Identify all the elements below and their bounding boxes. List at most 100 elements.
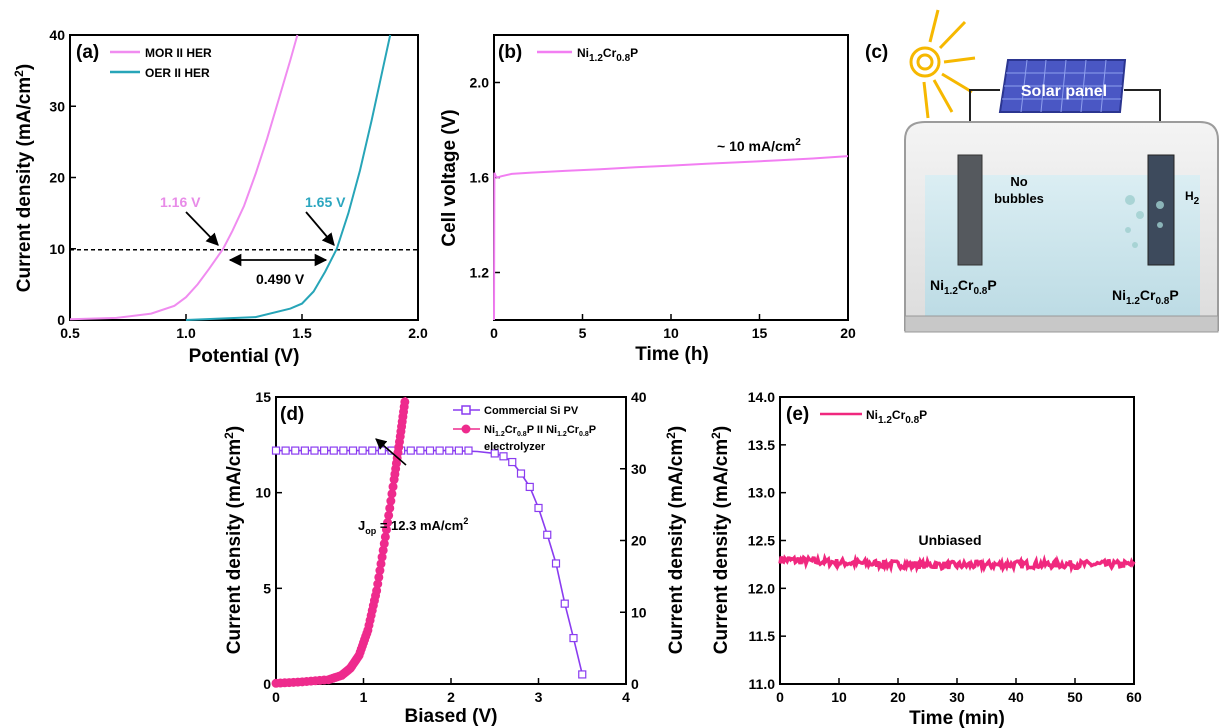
panel-d-legend-electrolyzer-line2: electrolyzer [484, 441, 546, 453]
panel-d-markers-pv [271, 446, 587, 679]
panel-b-frame [493, 34, 849, 321]
b-leg-cr: Cr [603, 46, 617, 60]
panel-b-xtick-label: 0 [490, 325, 498, 341]
b-ann-sup: 2 [795, 137, 801, 148]
pv-point [329, 446, 338, 455]
panel-a-ytick-label: 20 [49, 170, 65, 186]
pv-point [425, 446, 435, 455]
panel-e-ytick-label: 12.5 [748, 533, 775, 549]
c-l-ni: Ni [930, 277, 944, 293]
panel-a-xtick-label: 0.5 [60, 325, 80, 341]
b-leg-s1: 1.2 [589, 53, 603, 64]
panel-a-xtick-label: 1.5 [292, 325, 312, 341]
panel-e-legend: Ni1.2Cr0.8P [866, 408, 927, 426]
tank-base [904, 315, 1219, 333]
panel-b-xtick-label: 10 [663, 325, 679, 341]
e-leg-ni: Ni [866, 408, 878, 422]
e-leg-cr: Cr [892, 408, 906, 422]
panel-d-label: (d) [280, 404, 304, 425]
panel-e: 0 10 20 30 40 50 60 11.0 11.5 12.0 12.5 13.0 13.5 14.… [709, 389, 1142, 728]
pv-point [445, 446, 454, 455]
panel-b-line [493, 155, 849, 321]
electrolyzer-point [387, 489, 397, 499]
pv-point [339, 446, 348, 455]
panel-d-legend-electrolyzer: Ni1.2Cr0.8P II Ni1.2Cr0.8P [484, 424, 596, 438]
c-l-s1: 1.2 [944, 286, 958, 297]
panel-d-xtick-label: 3 [535, 689, 543, 705]
panel-a-arrow-mor [185, 211, 219, 246]
pv-point [490, 449, 499, 458]
e-yl-text: Current density (mA/cm [711, 439, 732, 654]
panel-b-xtick-label: 5 [579, 325, 587, 341]
d-yl-sup: 2 [222, 432, 236, 439]
electrolyzer-point [385, 503, 395, 513]
panel-d-xtick-label: 0 [272, 689, 280, 705]
panel-d-xlabel: Biased (V) [405, 706, 498, 727]
right-electrode-label: Ni1.2Cr0.8P [1112, 287, 1179, 307]
panel-d-arrow [375, 438, 407, 466]
hydrogen-bubbles [1125, 195, 1164, 248]
panel-d-legend-marker-pv [461, 405, 471, 415]
c-l-cr: Cr [958, 277, 974, 293]
pv-point [525, 482, 534, 492]
c-l-p: P [987, 277, 996, 293]
d-ann-sup: 2 [463, 516, 468, 526]
panel-d-ytick-right-label: 30 [631, 461, 647, 477]
panel-a-ytick-label: 0 [57, 312, 65, 328]
d-l-s1: 1.2 [495, 431, 505, 438]
left-electrode-label: Ni1.2Cr0.8P [930, 277, 997, 297]
panel-e-ylabel: Current density (mA/cm2) [709, 426, 732, 654]
panel-c-schematic: (c) Solar panel [865, 9, 1219, 333]
pv-point [291, 446, 300, 455]
panel-a-annotation-gap: 0.490 V [256, 271, 305, 287]
b-leg-s2: 0.8 [616, 53, 630, 64]
pv-point [368, 446, 377, 455]
pv-point [551, 559, 561, 568]
panel-d-markers-electrolyzer [271, 397, 410, 688]
panel-b-xlabel: Time (h) [635, 344, 709, 365]
b-leg-ni: Ni [577, 46, 589, 60]
panel-e-xtick-label: 20 [890, 689, 906, 705]
no-bubbles-line1: No [1010, 174, 1027, 189]
panel-a-ytick-label: 40 [49, 27, 65, 43]
electrolyzer-point [386, 496, 396, 506]
left-electrode [957, 154, 983, 266]
pv-point [348, 446, 358, 455]
panel-a-annotation-oer: 1.65 V [305, 194, 346, 210]
pv-point [508, 457, 517, 467]
panel-d-legend-pv: Commercial Si PV [484, 405, 579, 417]
panel-e-ytick-label: 13.5 [748, 437, 775, 453]
pv-point [271, 446, 281, 455]
pv-point [569, 633, 578, 643]
d-ann-text: = 12.3 mA/cm [376, 518, 463, 533]
pv-point [300, 446, 309, 455]
panel-b-annotation: ~ 10 mA/cm2 [717, 137, 801, 154]
panel-b-ytick-label: 1.6 [470, 170, 490, 186]
electrolyzer-point [400, 397, 410, 407]
h2-sub: 2 [1194, 196, 1200, 207]
panel-a-line-mor [69, 34, 299, 321]
panel-d-ylabel-right: Current density (mA/cm2) [664, 426, 687, 654]
panel-d-line-pv [276, 449, 584, 675]
panel-e-ticks: 0 10 20 30 40 50 60 11.0 11.5 12.0 12.5 13.0 13.5 14.… [748, 389, 1142, 705]
panel-d-ytick-right-label: 0 [631, 676, 639, 692]
pv-point [464, 446, 473, 455]
pv-point [499, 452, 508, 461]
electrolyzer-point [380, 532, 390, 542]
b-ann-text: ~ 10 mA/cm [717, 138, 795, 154]
panel-d-ytick-label: 0 [263, 676, 271, 692]
d-l-cr2: Cr [567, 424, 580, 436]
panel-b-ytick-label: 2.0 [470, 75, 490, 91]
d-l-s3: 1.2 [557, 431, 567, 438]
panel-d-ytick-label: 15 [255, 389, 271, 405]
d-ann-j: J [358, 518, 365, 533]
d-yl-end: ) [224, 426, 245, 432]
panel-a-annotation-mor: 1.16 V [160, 194, 201, 210]
panel-b-xtick-label: 20 [840, 325, 856, 341]
panel-a: 0.5 1.0 1.5 2.0 0 10 20 30 40 (a) MOR II HER OER… [12, 27, 428, 367]
d-l-s4: 0.8 [579, 431, 589, 438]
panel-a-label: (a) [76, 42, 99, 63]
panel-a-xtick-label: 1.0 [176, 325, 196, 341]
